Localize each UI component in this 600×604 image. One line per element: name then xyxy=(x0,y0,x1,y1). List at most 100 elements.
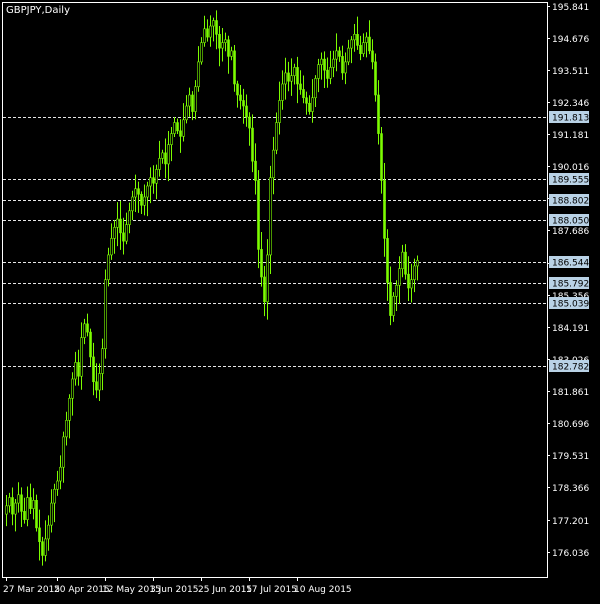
candle[interactable] xyxy=(206,19,209,42)
level-price-label[interactable]: 182.782 xyxy=(549,360,589,373)
candle[interactable] xyxy=(212,17,215,42)
candle[interactable] xyxy=(59,455,62,490)
candle[interactable] xyxy=(347,39,350,66)
candle[interactable] xyxy=(302,75,305,104)
candle[interactable] xyxy=(314,75,317,107)
candle[interactable] xyxy=(287,61,290,92)
candle[interactable] xyxy=(158,140,161,177)
candle[interactable] xyxy=(272,136,275,195)
level-price-label[interactable]: 188.802 xyxy=(549,194,589,207)
candle[interactable] xyxy=(65,411,68,446)
candle[interactable] xyxy=(251,114,254,173)
candle[interactable] xyxy=(11,487,14,526)
candle[interactable] xyxy=(98,363,101,401)
candle[interactable] xyxy=(356,16,359,50)
candle[interactable] xyxy=(203,15,206,47)
candle[interactable] xyxy=(62,431,65,483)
candle[interactable] xyxy=(155,164,158,200)
candle[interactable] xyxy=(5,494,8,527)
candle[interactable] xyxy=(338,46,341,62)
candle[interactable] xyxy=(341,45,344,80)
candle[interactable] xyxy=(47,515,50,551)
candle[interactable] xyxy=(242,88,245,124)
level-price-label[interactable]: 186.544 xyxy=(549,256,589,269)
candle[interactable] xyxy=(23,497,26,524)
candle[interactable] xyxy=(182,103,185,142)
candle[interactable] xyxy=(110,223,113,260)
candle[interactable] xyxy=(146,181,149,217)
candle[interactable] xyxy=(296,56,299,104)
candle[interactable] xyxy=(230,46,233,61)
candle[interactable] xyxy=(218,25,221,67)
candle[interactable] xyxy=(362,33,365,57)
candle[interactable] xyxy=(56,470,59,496)
candle[interactable] xyxy=(416,255,419,281)
candle[interactable] xyxy=(149,167,152,204)
candle[interactable] xyxy=(167,130,170,182)
candle[interactable] xyxy=(329,50,332,85)
candle[interactable] xyxy=(299,70,302,95)
candle[interactable] xyxy=(239,84,242,110)
candle[interactable] xyxy=(284,57,287,100)
candle[interactable] xyxy=(176,118,179,134)
candle[interactable] xyxy=(137,181,140,213)
candle[interactable] xyxy=(413,258,416,293)
candle[interactable] xyxy=(368,20,371,55)
candle[interactable] xyxy=(116,202,119,247)
level-price-label[interactable]: 185.792 xyxy=(549,277,589,290)
candle[interactable] xyxy=(188,87,191,117)
level-price-label[interactable]: 185.039 xyxy=(549,297,589,310)
candle[interactable] xyxy=(380,127,383,194)
candle[interactable] xyxy=(125,212,128,245)
candle[interactable] xyxy=(53,483,56,523)
candle[interactable] xyxy=(17,482,20,513)
candle[interactable] xyxy=(107,247,110,287)
candle[interactable] xyxy=(404,244,407,280)
candle[interactable] xyxy=(161,149,164,164)
candle[interactable] xyxy=(275,112,278,155)
candle[interactable] xyxy=(407,256,410,302)
candle[interactable] xyxy=(14,499,17,532)
candle[interactable] xyxy=(113,220,116,254)
candle[interactable] xyxy=(134,174,137,212)
candle[interactable] xyxy=(200,37,203,65)
candle[interactable] xyxy=(410,263,413,303)
candle[interactable] xyxy=(359,35,362,61)
candle[interactable] xyxy=(179,119,182,153)
candle[interactable] xyxy=(389,266,392,326)
candle[interactable] xyxy=(290,58,293,96)
candle[interactable] xyxy=(104,269,107,359)
candle[interactable] xyxy=(95,363,98,399)
candle[interactable] xyxy=(377,80,380,145)
candle[interactable] xyxy=(152,165,155,194)
candle[interactable] xyxy=(392,292,395,322)
candle[interactable] xyxy=(8,492,11,513)
candle[interactable] xyxy=(191,91,194,121)
candle[interactable] xyxy=(260,231,263,287)
candle[interactable] xyxy=(317,58,320,93)
candle[interactable] xyxy=(41,536,44,566)
candle[interactable] xyxy=(386,229,389,301)
candle[interactable] xyxy=(308,95,311,115)
candle[interactable] xyxy=(50,489,53,533)
candle[interactable] xyxy=(281,70,284,110)
candle[interactable] xyxy=(278,81,281,135)
candle[interactable] xyxy=(122,217,125,255)
candle[interactable] xyxy=(44,520,47,562)
candle[interactable] xyxy=(326,57,329,88)
candle[interactable] xyxy=(26,486,29,527)
candle[interactable] xyxy=(257,170,260,269)
candle[interactable] xyxy=(353,24,356,52)
candle[interactable] xyxy=(401,244,404,278)
candle[interactable] xyxy=(197,46,200,92)
candle[interactable] xyxy=(227,35,230,74)
candle[interactable] xyxy=(173,117,176,137)
candle[interactable] xyxy=(233,45,236,92)
level-price-label[interactable]: 189.555 xyxy=(549,173,589,186)
candle[interactable] xyxy=(269,165,272,275)
candle[interactable] xyxy=(305,91,308,115)
candle[interactable] xyxy=(119,200,122,250)
candle[interactable] xyxy=(209,15,212,47)
